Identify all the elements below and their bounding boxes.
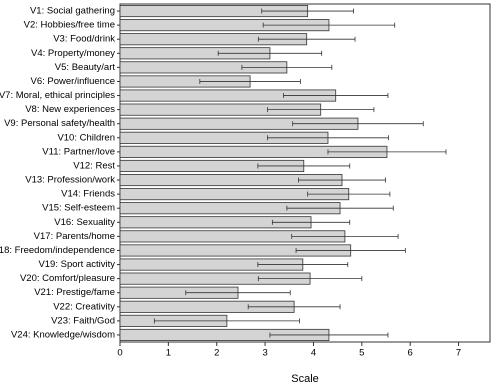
category-label: V4: Property/money: [31, 48, 115, 59]
x-tick-label: 0: [117, 348, 122, 359]
category-label: V2: Hobbies/free time: [24, 20, 115, 31]
category-label: V7: Moral, ethical principles: [0, 90, 115, 101]
category-label: V22: Creativity: [53, 301, 115, 312]
category-label: V3: Food/drink: [53, 34, 115, 45]
category-label: V11: Partner/love: [42, 146, 115, 157]
x-tick-label: 3: [262, 348, 267, 359]
category-label: V9: Personal safety/health: [4, 118, 115, 129]
category-label: V16: Sexuality: [54, 217, 115, 228]
x-tick-label: 7: [456, 348, 461, 359]
category-label: V6: Power/influence: [31, 76, 116, 87]
category-label: V23: Faith/God: [51, 315, 115, 326]
x-tick-label: 2: [214, 348, 219, 359]
category-label: V5: Beauty/art: [55, 62, 116, 73]
x-tick-label: 5: [359, 348, 364, 359]
category-label: V17: Parents/home: [34, 231, 115, 242]
category-label: V12: Rest: [73, 160, 115, 171]
plot-frame: [119, 3, 491, 343]
category-label: V1: Social gathering: [30, 6, 115, 17]
category-label: V18: Freedom/independence: [0, 245, 115, 256]
category-label: V24: Knowledge/wisdom: [11, 329, 115, 340]
category-label: V8: New experiences: [25, 104, 115, 115]
category-label: V21: Prestige/fame: [34, 287, 115, 298]
x-tick-label: 4: [311, 348, 316, 359]
x-tick-label: 6: [408, 348, 413, 359]
category-label: V13: Profession/work: [25, 175, 115, 186]
category-label: V19: Sport activity: [38, 259, 115, 270]
category-label: V14: Friends: [61, 189, 115, 200]
category-label: V15: Self-esteem: [42, 203, 115, 214]
x-tick-label: 1: [166, 348, 171, 359]
category-label: V20: Comfort/pleasure: [20, 273, 115, 284]
x-axis-label: Scale: [291, 373, 319, 385]
category-label: V10: Children: [57, 132, 115, 143]
